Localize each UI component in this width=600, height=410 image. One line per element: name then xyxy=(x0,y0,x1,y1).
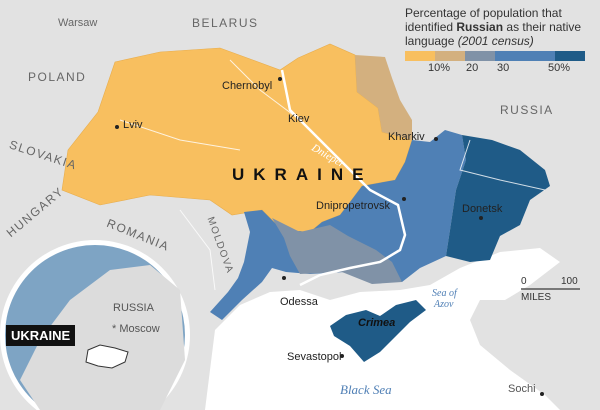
star-icon: * xyxy=(112,323,120,335)
city-odessa: Odessa xyxy=(280,296,318,308)
city-sochi: Sochi xyxy=(508,383,536,395)
legend-swatch-5 xyxy=(555,51,585,61)
locator-moscow: * Moscow xyxy=(112,323,160,335)
legend-swatch-3 xyxy=(465,51,495,61)
locator-globe xyxy=(0,240,190,410)
label-belarus: BELARUS xyxy=(192,16,259,30)
scale-end: 100 xyxy=(561,276,578,287)
legend-swatch-4 xyxy=(495,51,555,61)
locator-russia: RUSSIA xyxy=(113,302,154,314)
legend: Percentage of population that identified… xyxy=(405,6,595,75)
city-kiev: Kiev xyxy=(288,113,310,125)
locator-ukraine-callout: UKRAINE xyxy=(6,325,76,346)
legend-tick: 50% xyxy=(548,62,571,74)
dnieper-river xyxy=(280,69,407,287)
city-dots xyxy=(115,77,544,396)
region-20-30pct xyxy=(272,218,402,284)
region-over-50pct xyxy=(446,135,550,262)
locator-moscow-text: Moscow xyxy=(119,323,160,335)
scale-start: 0 xyxy=(521,276,527,287)
label-sea-of-azov-1: Sea of xyxy=(432,288,457,299)
city-kharkiv: Kharkiv xyxy=(388,131,425,143)
legend-title: Percentage of population that identified… xyxy=(405,6,582,48)
legend-color-bar xyxy=(405,51,595,61)
borders xyxy=(119,59,546,291)
label-poland: POLAND xyxy=(28,70,87,84)
crimea-region xyxy=(330,300,426,362)
legend-swatch-2 xyxy=(435,51,465,61)
region-10-20pct xyxy=(355,55,412,140)
city-donetsk: Donetsk xyxy=(462,203,503,215)
region-30-50pct xyxy=(210,130,466,320)
city-dnipropetrovsk: Dnipropetrovsk xyxy=(316,200,390,212)
legend-swatch-1 xyxy=(405,51,435,61)
legend-tick: 10% xyxy=(428,62,451,74)
city-warsaw: Warsaw xyxy=(58,17,98,29)
city-sevastopol: Sevastopol xyxy=(287,351,342,363)
scale-unit: MILES xyxy=(521,292,552,303)
label-black-sea: Black Sea xyxy=(340,382,392,397)
legend-tick: 20 xyxy=(466,62,479,74)
city-lviv: Lviv xyxy=(123,119,143,131)
city-chernobyl: Chernobyl xyxy=(222,80,273,92)
label-ukraine: UKRAINE xyxy=(232,165,373,184)
legend-tick: 30 xyxy=(497,62,510,74)
label-crimea: Crimea xyxy=(358,317,396,329)
label-sea-of-azov-2: Azov xyxy=(434,299,454,310)
label-russia: RUSSIA xyxy=(500,103,554,117)
